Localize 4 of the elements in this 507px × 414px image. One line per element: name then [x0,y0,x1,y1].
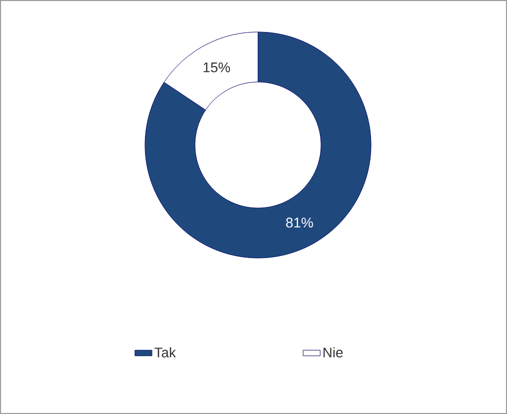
data-label: 81% [286,218,313,228]
legend-label: Tak [154,347,176,358]
data-label: 15% [204,62,230,72]
legend-label: Nie [324,347,343,358]
